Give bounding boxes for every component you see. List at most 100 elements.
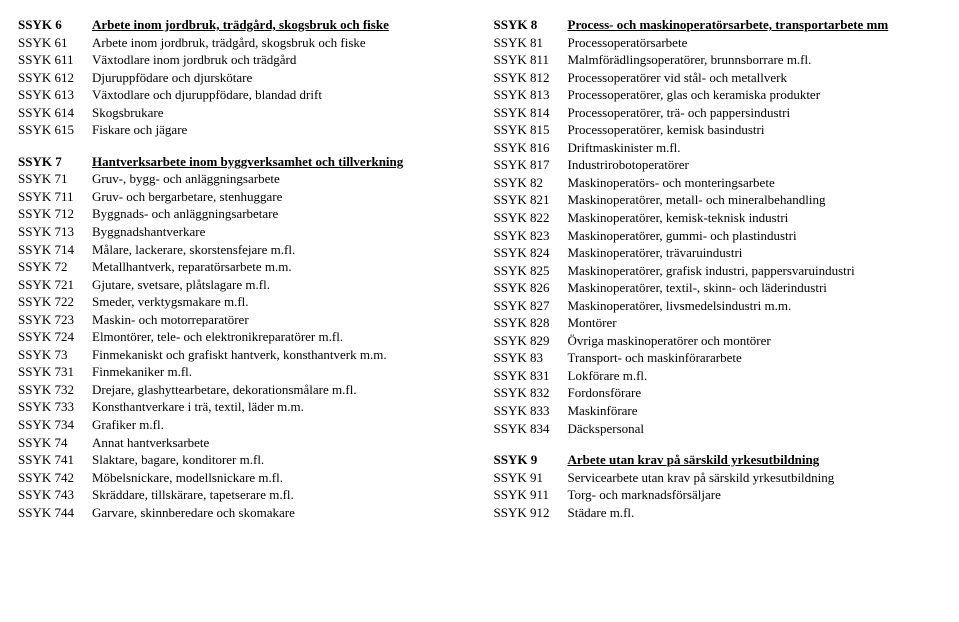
ssyk-code: SSYK 81: [494, 34, 568, 52]
classification-row: SSYK 812Processoperatörer vid stål- och …: [494, 69, 942, 87]
section-header-row: SSYK 7Hantverksarbete inom byggverksamhe…: [18, 153, 466, 171]
classification-label: Processoperatörer, kemisk basindustri: [568, 121, 942, 139]
classification-row: SSYK 828Montörer: [494, 314, 942, 332]
classification-row: SSYK 73Finmekaniskt och grafiskt hantver…: [18, 346, 466, 364]
classification-row: SSYK 71Gruv-, bygg- och anläggningsarbet…: [18, 170, 466, 188]
ssyk-code: SSYK 82: [494, 174, 568, 192]
classification-row: SSYK 713Byggnadshantverkare: [18, 223, 466, 241]
ssyk-code: SSYK 814: [494, 104, 568, 122]
ssyk-code: SSYK 611: [18, 51, 92, 69]
classification-row: SSYK 832Fordonsförare: [494, 384, 942, 402]
ssyk-code: SSYK 732: [18, 381, 92, 399]
ssyk-code: SSYK 742: [18, 469, 92, 487]
classification-row: SSYK 724Elmontörer, tele- och elektronik…: [18, 328, 466, 346]
ssyk-code: SSYK 834: [494, 420, 568, 438]
section-header-row: SSYK 8Process- och maskinoperatörsarbete…: [494, 16, 942, 34]
section-header-label: Arbete utan krav på särskild yrkesutbild…: [568, 451, 942, 469]
classification-label: Processoperatörsarbete: [568, 34, 942, 52]
classification-row: SSYK 733Konsthantverkare i trä, textil, …: [18, 398, 466, 416]
ssyk-code: SSYK 741: [18, 451, 92, 469]
ssyk-code: SSYK 826: [494, 279, 568, 297]
ssyk-code: SSYK 743: [18, 486, 92, 504]
classification-label: Processoperatörer, trä- och pappersindus…: [568, 104, 942, 122]
ssyk-code: SSYK 821: [494, 191, 568, 209]
ssyk-code: SSYK 811: [494, 51, 568, 69]
classification-label: Annat hantverksarbete: [92, 434, 466, 452]
classification-label: Maskinoperatörer, kemisk-teknisk industr…: [568, 209, 942, 227]
ssyk-code: SSYK 744: [18, 504, 92, 522]
classification-label: Servicearbete utan krav på särskild yrke…: [568, 469, 942, 487]
classification-label: Maskin- och motorreparatörer: [92, 311, 466, 329]
ssyk-code: SSYK 7: [18, 153, 92, 171]
ssyk-code: SSYK 816: [494, 139, 568, 157]
ssyk-code: SSYK 812: [494, 69, 568, 87]
classification-label: Maskinoperatörer, textil-, skinn- och lä…: [568, 279, 942, 297]
classification-label: Städare m.fl.: [568, 504, 942, 522]
classification-row: SSYK 829Övriga maskinoperatörer och mont…: [494, 332, 942, 350]
classification-row: SSYK 825Maskinoperatörer, grafisk indust…: [494, 262, 942, 280]
ssyk-code: SSYK 911: [494, 486, 568, 504]
classification-label: Slaktare, bagare, konditorer m.fl.: [92, 451, 466, 469]
ssyk-code: SSYK 612: [18, 69, 92, 87]
classification-row: SSYK 714Målare, lackerare, skorstensfeja…: [18, 241, 466, 259]
classification-label: Skräddare, tillskärare, tapetserare m.fl…: [92, 486, 466, 504]
classification-row: SSYK 614Skogsbrukare: [18, 104, 466, 122]
ssyk-code: SSYK 815: [494, 121, 568, 139]
classification-row: SSYK 824Maskinoperatörer, trävaruindustr…: [494, 244, 942, 262]
classification-row: SSYK 826Maskinoperatörer, textil-, skinn…: [494, 279, 942, 297]
classification-label: Växtodlare och djuruppfödare, blandad dr…: [92, 86, 466, 104]
ssyk-code: SSYK 73: [18, 346, 92, 364]
classification-label: Maskinoperatörer, gummi- och plastindust…: [568, 227, 942, 245]
classification-row: SSYK 833Maskinförare: [494, 402, 942, 420]
classification-label: Finmekaniker m.fl.: [92, 363, 466, 381]
ssyk-code: SSYK 733: [18, 398, 92, 416]
classification-label: Djuruppfödare och djurskötare: [92, 69, 466, 87]
ssyk-code: SSYK 722: [18, 293, 92, 311]
classification-row: SSYK 813Processoperatörer, glas och kera…: [494, 86, 942, 104]
ssyk-code: SSYK 824: [494, 244, 568, 262]
classification-row: SSYK 91Servicearbete utan krav på särski…: [494, 469, 942, 487]
classification-row: SSYK 831Lokförare m.fl.: [494, 367, 942, 385]
ssyk-code: SSYK 712: [18, 205, 92, 223]
classification-label: Fordonsförare: [568, 384, 942, 402]
classification-row: SSYK 83Transport- och maskinförararbete: [494, 349, 942, 367]
classification-row: SSYK 615Fiskare och jägare: [18, 121, 466, 139]
classification-label: Maskinoperatörer, metall- och mineralbeh…: [568, 191, 942, 209]
classification-row: SSYK 834Däckspersonal: [494, 420, 942, 438]
section-header-row: SSYK 6Arbete inom jordbruk, trädgård, sk…: [18, 16, 466, 34]
ssyk-code: SSYK 724: [18, 328, 92, 346]
classification-row: SSYK 74Annat hantverksarbete: [18, 434, 466, 452]
classification-row: SSYK 61Arbete inom jordbruk, trädgård, s…: [18, 34, 466, 52]
classification-label: Torg- och marknadsförsäljare: [568, 486, 942, 504]
classification-row: SSYK 711Gruv- och bergarbetare, stenhugg…: [18, 188, 466, 206]
classification-label: Målare, lackerare, skorstensfejare m.fl.: [92, 241, 466, 259]
spacer: [18, 139, 466, 153]
classification-label: Elmontörer, tele- och elektronikreparatö…: [92, 328, 466, 346]
classification-label: Maskinoperatörer, livsmedelsindustri m.m…: [568, 297, 942, 315]
ssyk-code: SSYK 813: [494, 86, 568, 104]
classification-label: Gruv-, bygg- och anläggningsarbete: [92, 170, 466, 188]
classification-label: Lokförare m.fl.: [568, 367, 942, 385]
right-column: SSYK 8Process- och maskinoperatörsarbete…: [494, 16, 942, 521]
ssyk-code: SSYK 734: [18, 416, 92, 434]
classification-label: Garvare, skinnberedare och skomakare: [92, 504, 466, 522]
classification-label: Fiskare och jägare: [92, 121, 466, 139]
classification-row: SSYK 816Driftmaskinister m.fl.: [494, 139, 942, 157]
classification-label: Konsthantverkare i trä, textil, läder m.…: [92, 398, 466, 416]
classification-row: SSYK 815Processoperatörer, kemisk basind…: [494, 121, 942, 139]
classification-label: Byggnads- och anläggningsarbetare: [92, 205, 466, 223]
two-column-layout: SSYK 6Arbete inom jordbruk, trädgård, sk…: [18, 16, 941, 521]
classification-row: SSYK 72Metallhantverk, reparatörsarbete …: [18, 258, 466, 276]
ssyk-code: SSYK 8: [494, 16, 568, 34]
ssyk-code: SSYK 74: [18, 434, 92, 452]
left-column: SSYK 6Arbete inom jordbruk, trädgård, sk…: [18, 16, 466, 521]
classification-row: SSYK 814Processoperatörer, trä- och papp…: [494, 104, 942, 122]
section-header-row: SSYK 9Arbete utan krav på särskild yrkes…: [494, 451, 942, 469]
classification-label: Metallhantverk, reparatörsarbete m.m.: [92, 258, 466, 276]
section-header-label: Hantverksarbete inom byggverksamhet och …: [92, 153, 466, 171]
ssyk-code: SSYK 827: [494, 297, 568, 315]
ssyk-code: SSYK 71: [18, 170, 92, 188]
ssyk-code: SSYK 9: [494, 451, 568, 469]
classification-label: Maskinoperatörer, trävaruindustri: [568, 244, 942, 262]
classification-label: Skogsbrukare: [92, 104, 466, 122]
